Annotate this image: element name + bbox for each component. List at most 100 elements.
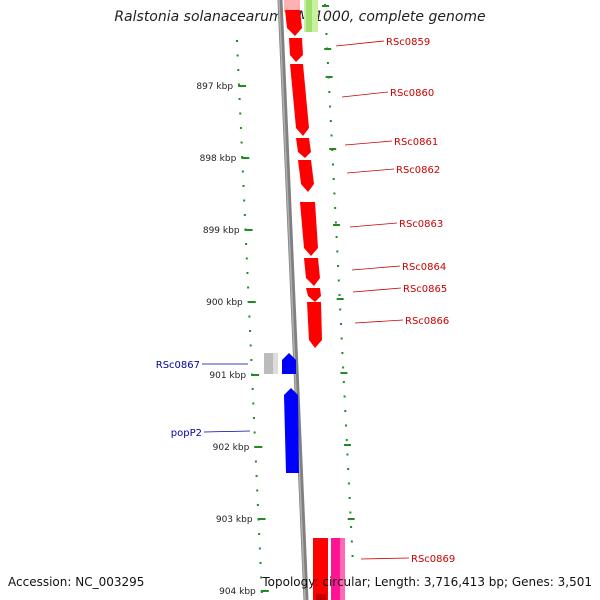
forward-gene-label: RSc0861 [394, 137, 438, 148]
outer-tick-dash [325, 76, 333, 78]
gene-rsc0869-dark [316, 594, 326, 600]
outer-tick-dot [344, 410, 347, 412]
axis-major-tick [254, 446, 263, 448]
gene-highlight-shade [340, 538, 345, 600]
forward-gene-label: RSc0860 [390, 88, 434, 99]
inner-tick-dot [245, 243, 248, 245]
outer-tick-dot [338, 294, 341, 296]
forward-label-leader [349, 222, 398, 228]
outer-tick-dot [326, 62, 329, 64]
outer-tick-dash [322, 5, 330, 7]
inner-tick-dot [239, 127, 242, 129]
outer-tick-dot [339, 308, 342, 311]
inner-tick-dot [252, 402, 255, 405]
outer-tick-dot [328, 91, 331, 93]
gene-rsc0863 [300, 202, 318, 256]
outer-tick-dot [350, 540, 353, 543]
inner-tick-dot [254, 460, 257, 463]
forward-label-leader [344, 140, 393, 146]
outer-tick-dash [336, 298, 344, 300]
inner-tick-dot [238, 98, 241, 100]
forward-gene-label: RSc0862 [396, 165, 440, 176]
inner-tick-dot [256, 504, 259, 506]
gene-rsc0859b [289, 38, 303, 62]
outer-tick-dot [333, 192, 336, 195]
outer-tick-dot [340, 337, 343, 340]
outer-tick-dot [350, 526, 353, 528]
outer-tick-dot [345, 424, 348, 427]
axis-major-tick [241, 157, 250, 159]
axis-tick-label: 898 kbp [200, 154, 237, 164]
gene-rsc0861 [296, 138, 311, 158]
axis-label-layer: 897 kbp 898 kbp 899 kbp 900 kbp 901 kbp 902 k… [196, 82, 269, 597]
gene-popp2 [284, 388, 299, 473]
axis-major-tick [257, 518, 266, 520]
outer-tick-dot [324, 18, 327, 21]
accession-text: Accession: NC_003295 [8, 575, 145, 589]
forward-label-leader [341, 91, 389, 98]
genome-backbone [277, 0, 309, 600]
outer-tick-dot [342, 366, 345, 369]
outer-tick-dot [337, 279, 340, 282]
outer-tick-dot [337, 265, 340, 267]
forward-gene-label: RSc0865 [403, 284, 447, 295]
axis-major-tick [247, 301, 256, 303]
outer-tick-dash [347, 518, 355, 520]
outer-tick-dash [340, 372, 348, 374]
gene-rsc0865 [306, 288, 321, 302]
inner-tick-dot [243, 214, 246, 216]
axis-major-tick [238, 85, 247, 87]
outer-tick-dot [334, 207, 337, 209]
reverse-label-leader [203, 430, 251, 433]
inner-tick-dot [252, 417, 255, 419]
genome-backbone-highlight [278, 0, 306, 600]
outer-tick-dot [347, 468, 350, 470]
outer-tick-dot [348, 497, 351, 499]
inner-tick-dot [236, 40, 238, 42]
inner-tick-dot [249, 344, 252, 347]
gene-rsc0859 [285, 10, 302, 36]
outer-tick-dot [341, 352, 344, 354]
inner-tick-dot [259, 562, 262, 564]
axis-tick-label: 901 kbp [209, 371, 246, 381]
inner-tick-dot [237, 83, 240, 86]
axis-tick-label: 900 kbp [206, 298, 243, 308]
inner-tick-dot [245, 257, 248, 260]
axis-tick-label: 899 kbp [203, 226, 240, 236]
gene-rsc0866 [307, 302, 322, 348]
gene-rsc0867 [282, 353, 296, 374]
axis-tick-label: 903 kbp [216, 515, 253, 525]
inner-tick-ring [236, 40, 263, 593]
inner-tick-dot [237, 69, 240, 71]
gene-faded-top-green-2 [306, 0, 312, 32]
forward-gene-label: RSc0869 [411, 554, 455, 565]
forward-gene-label: RSc0864 [402, 262, 446, 273]
forward-gene-label: RSc0866 [405, 316, 449, 327]
axis-tick-label: 902 kbp [213, 443, 250, 453]
inner-tick-dot [246, 272, 249, 274]
gene-faded-top [284, 0, 300, 12]
reverse-gene-label: popP2 [171, 428, 202, 439]
outer-tick-dot [349, 511, 352, 514]
gene-rsc0862 [298, 160, 314, 192]
forward-label-leader [360, 557, 410, 560]
inner-tick-dot [248, 315, 251, 318]
axis-tick-label: 904 kbp [219, 587, 256, 597]
forward-label-leader [335, 40, 385, 47]
outer-tick-dot [332, 178, 335, 180]
inner-tick-dot [249, 330, 252, 332]
outer-tick-dash [333, 224, 340, 226]
outer-tick-dot [335, 236, 338, 238]
outer-tick-dot [330, 134, 333, 137]
forward-label-leader [354, 319, 404, 324]
outer-tick-dash [329, 148, 337, 150]
axis-major-tick [244, 229, 253, 231]
outer-tick-dash [324, 48, 332, 50]
inner-tick-dot [242, 185, 245, 187]
inner-tick-dot [256, 489, 259, 492]
outer-tick-dot [342, 381, 345, 383]
inner-tick-dot [251, 388, 254, 390]
axis-major-tick [260, 590, 269, 592]
gene-rsc0860 [290, 64, 309, 136]
